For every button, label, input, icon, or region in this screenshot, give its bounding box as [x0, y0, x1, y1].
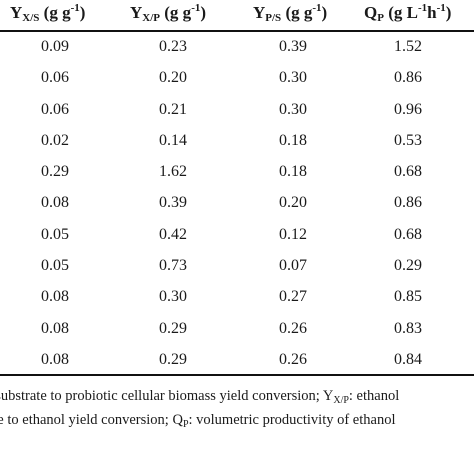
header-qp-close: ) [445, 3, 452, 22]
cell-yxp: 0.73 [159, 257, 187, 275]
table-row: 0.05 0.73 0.07 0.29 [0, 250, 474, 281]
header-qp: QP (g L-1h-1) [364, 2, 451, 24]
cell-yps: 0.20 [279, 194, 307, 212]
header-yxs-close: ) [79, 3, 86, 22]
cell-yxs: 0.29 [41, 163, 69, 181]
cell-yxs: 0.05 [41, 257, 69, 275]
header-yxp-sub: X/P [142, 12, 161, 24]
header-yps-sup: -1 [312, 2, 322, 14]
cell-yxs: 0.08 [41, 319, 69, 337]
table-row: 0.29 1.62 0.18 0.68 [0, 156, 474, 187]
header-yxp-unit: (g g [160, 3, 192, 22]
header-yxs: YX/S (g g-1) [10, 2, 85, 24]
header-qp-sup: -1 [417, 2, 428, 14]
cell-yxs: 0.06 [41, 69, 69, 87]
header-yxs-sub: X/S [22, 12, 40, 24]
table-row: 0.06 0.20 0.30 0.86 [0, 62, 474, 93]
cell-yxs: 0.09 [41, 38, 69, 55]
cell-yps: 0.26 [279, 319, 307, 337]
cell-yps: 0.30 [279, 69, 307, 87]
table-bottom-rule [0, 374, 474, 376]
table-row: 0.08 0.39 0.20 0.86 [0, 187, 474, 218]
cell-qp: 0.86 [394, 69, 422, 87]
cell-yxs: 0.08 [41, 350, 69, 368]
table-row: 0.06 0.21 0.30 0.96 [0, 94, 474, 125]
footnote-line-1: S: substrate to probiotic cellular bioma… [0, 386, 474, 406]
cell-yxp: 0.14 [159, 131, 187, 149]
cell-yxp: 0.21 [159, 100, 187, 118]
footnote-text-d: : volumetric productivity of ethanol [188, 412, 396, 428]
cell-qp: 1.52 [394, 38, 422, 55]
cell-yxp: 0.39 [159, 194, 187, 212]
table-row: 0.08 0.30 0.27 0.85 [0, 281, 474, 312]
table-row: 0.05 0.42 0.12 0.68 [0, 219, 474, 250]
table-body: 0.09 0.23 0.39 1.52 0.06 0.20 0.30 0.86 … [0, 31, 474, 375]
header-yxs-unit: (g g [39, 3, 71, 22]
footnote-sub-p: P [182, 419, 189, 430]
cell-yps: 0.18 [279, 163, 307, 181]
cell-yps: 0.27 [279, 288, 307, 306]
header-yxs-sup: -1 [70, 2, 80, 14]
cell-qp: 0.68 [394, 225, 422, 243]
cell-yxp: 0.42 [159, 225, 187, 243]
cell-yxs: 0.05 [41, 225, 69, 243]
header-qp-symbol: Q [364, 3, 378, 22]
cell-yps: 0.26 [279, 350, 307, 368]
cell-qp: 0.83 [394, 319, 422, 337]
footnote-line-2: rate to ethanol yield conversion; QP: vo… [0, 410, 474, 430]
header-yxp-close: ) [200, 3, 207, 22]
table-row: 0.02 0.14 0.18 0.53 [0, 125, 474, 156]
header-qp-sup2: -1 [436, 2, 446, 14]
header-yxs-symbol: Y [10, 3, 23, 22]
cell-yps: 0.12 [279, 225, 307, 243]
cell-yxs: 0.08 [41, 194, 69, 212]
header-yps-close: ) [321, 3, 328, 22]
footnote-text-a: : substrate to probiotic cellular biomas… [0, 388, 334, 404]
header-yps-symbol: Y [253, 3, 266, 22]
header-yps: YP/S (g g-1) [253, 2, 327, 24]
cell-qp: 0.29 [394, 257, 422, 275]
table-row: 0.09 0.23 0.39 1.52 [0, 31, 474, 62]
cell-yxp: 1.62 [159, 163, 187, 181]
cell-yxp: 0.30 [159, 288, 187, 306]
cell-yxp: 0.20 [159, 69, 187, 87]
header-qp-sub: P [377, 12, 384, 24]
cell-qp: 0.53 [394, 131, 422, 149]
header-qp-unit-h: h [427, 3, 437, 22]
header-yps-sub: P/S [265, 12, 282, 24]
cell-yps: 0.18 [279, 131, 307, 149]
cell-yxp: 0.29 [159, 350, 187, 368]
cell-qp: 0.86 [394, 194, 422, 212]
cell-qp: 0.96 [394, 100, 422, 118]
cell-yps: 0.30 [279, 100, 307, 118]
cell-yxs: 0.08 [41, 288, 69, 306]
footnote-text-b: : ethanol [348, 388, 400, 404]
cell-qp: 0.68 [394, 163, 422, 181]
table-row: 0.08 0.29 0.26 0.83 [0, 313, 474, 344]
cell-yps: 0.39 [279, 38, 307, 55]
table-row: 0.08 0.29 0.26 0.84 [0, 344, 474, 375]
footnote-text-c: rate to ethanol yield conversion; Q [0, 412, 183, 428]
cell-yxs: 0.06 [41, 100, 69, 118]
cell-yps: 0.07 [279, 257, 307, 275]
table-header: YX/S (g g-1) YX/P (g g-1) YP/S (g g-1) Q… [0, 0, 474, 30]
cell-qp: 0.84 [394, 350, 422, 368]
header-yxp-symbol: Y [130, 3, 143, 22]
cell-yxs: 0.02 [41, 131, 69, 149]
header-yxp: YX/P (g g-1) [130, 2, 206, 24]
cell-yxp: 0.29 [159, 319, 187, 337]
header-qp-unit: (g L [383, 3, 418, 22]
cell-yxp: 0.23 [159, 38, 187, 55]
cell-qp: 0.85 [394, 288, 422, 306]
header-yps-unit: (g g [281, 3, 313, 22]
header-rule [0, 30, 474, 32]
footnote-sub-xp: X/P [333, 395, 349, 406]
header-yxp-sup: -1 [191, 2, 201, 14]
